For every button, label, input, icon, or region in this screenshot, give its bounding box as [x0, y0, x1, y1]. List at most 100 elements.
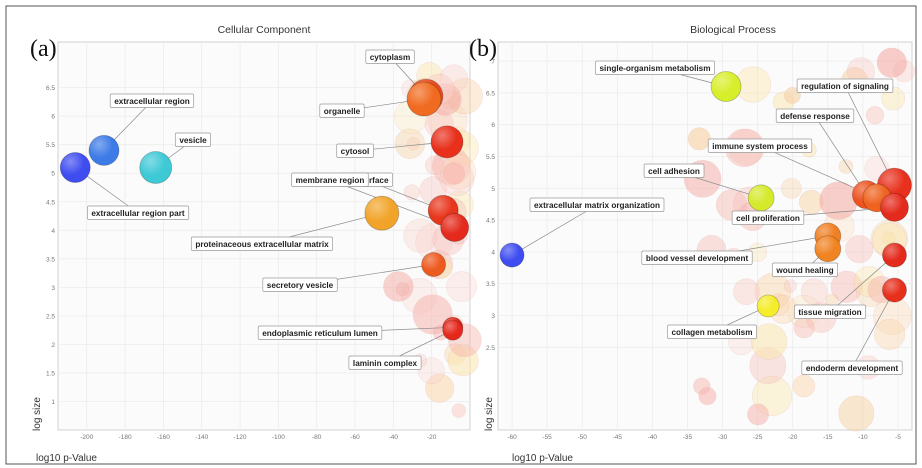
label-organelle: organelle — [319, 103, 365, 118]
panel-b-x-tick-label: -55 — [542, 434, 552, 441]
panel-b-background-bubble — [792, 374, 816, 398]
panel-b: single-organism metabolism regulation of … — [469, 24, 916, 464]
panel-a-x-tick-label: -80 — [312, 434, 322, 441]
svg-text:cytoplasm: cytoplasm — [370, 53, 411, 62]
svg-text:tissue migration: tissue migration — [798, 308, 861, 317]
panel-b-x-tick-label: -20 — [788, 434, 798, 441]
label-blood-vessel-development: blood vessel development — [641, 250, 753, 265]
panel-a-background-bubble — [451, 403, 467, 418]
svg-text:extracellular region: extracellular region — [114, 97, 190, 106]
panel-a-y-tick-label: 3.5 — [46, 256, 55, 263]
panel-b-y-tick-label: 6 — [491, 122, 495, 129]
leader-extracellular-matrix-organization — [511, 204, 598, 256]
panel-b-x-tick-label: -35 — [683, 434, 693, 441]
panel-a-labeled-points — [59, 78, 470, 341]
panel-a-x-tick-label: -140 — [195, 434, 208, 441]
svg-text:endoplasmic reticulum lumen: endoplasmic reticulum lumen — [262, 329, 378, 338]
point-cell-proliferation — [880, 192, 909, 222]
panel-b-background-bubble — [698, 387, 717, 406]
panel-a-y-tick-label: 1 — [51, 399, 55, 406]
panel-b-background-bubble — [845, 235, 874, 264]
point-wound-healing — [814, 235, 842, 263]
point-cell-adhesion — [747, 184, 775, 212]
label-proteinaceous-extracellular-matrix: proteinaceous extracellular matrix — [190, 236, 333, 251]
point-cytosol — [430, 125, 464, 159]
svg-text:extracellular region part: extracellular region part — [91, 209, 185, 218]
point-laminin-complex — [442, 319, 464, 341]
label-extracellular-region: extracellular region — [109, 93, 195, 108]
panel-b-x-tick-label: -25 — [753, 434, 763, 441]
panel-a-point-labels: extracellular region part extracellular r… — [87, 49, 422, 370]
panel-a-y-axis-label: log size — [32, 397, 43, 431]
panel-b-labeled-points — [499, 71, 912, 318]
panel-b-x-tick-label: -45 — [613, 434, 623, 441]
svg-text:single-organism metabolism: single-organism metabolism — [599, 64, 710, 73]
label-laminin-complex: laminin complex — [348, 355, 422, 370]
panel-a-y-tick-label: 6 — [51, 114, 55, 121]
panel-b-grid — [498, 42, 912, 430]
label-endoplasmic-reticulum-lumen: endoplasmic reticulum lumen — [257, 325, 383, 340]
point-tissue-migration — [882, 242, 907, 268]
label-membrane-region: membrane region — [291, 172, 369, 187]
panel-a-y-tick-label: 5 — [51, 171, 55, 178]
panel-b-x-tick-label: -40 — [648, 434, 658, 441]
label-endoderm-development: endoderm development — [801, 360, 903, 375]
panel-a-background-bubble — [417, 357, 445, 385]
point-extracellular-matrix-organization — [499, 242, 525, 268]
svg-text:cell adhesion: cell adhesion — [648, 167, 700, 176]
panel-b-background-bubble — [784, 87, 801, 104]
svg-text:membrane region: membrane region — [296, 176, 365, 185]
svg-text:immune system process: immune system process — [712, 142, 808, 151]
panel-b-background-bubble — [838, 395, 875, 432]
panel-b-background-bubble — [800, 278, 828, 305]
panel-a-x-tick-label: -160 — [157, 434, 170, 441]
panel-b-background-bubble — [783, 279, 797, 293]
label-extracellular-region-part: extracellular region part — [87, 205, 190, 220]
panel-b-y-tick-label: 6.5 — [486, 90, 495, 97]
panel-b-x-tick-label: -30 — [718, 434, 728, 441]
label-tissue-migration: tissue migration — [794, 304, 867, 319]
svg-text:collagen metabolism: collagen metabolism — [672, 328, 753, 337]
label-secretory-vesicle: secretory vesicle — [262, 277, 338, 292]
panel-a-background-bubble — [446, 271, 478, 303]
svg-text:vesicle: vesicle — [179, 136, 207, 145]
panel-a-y-tick-label: 5.5 — [46, 142, 55, 149]
point-vesicle — [139, 151, 173, 184]
panel-a-background-bubble — [394, 128, 426, 159]
panel-a-x-tick-label: -40 — [389, 434, 399, 441]
panel-a-tick-labels: -200 -180 -160 -140 -120 -100 -80 -60 -40 -20 1 1.5… — [46, 85, 437, 441]
panel-b-background-bubble — [830, 270, 863, 303]
panel-b-y-tick-label: 3 — [491, 313, 495, 320]
panel-b-background-bubble — [793, 317, 815, 339]
panel-a: extracellular region part extracellular r… — [30, 24, 483, 464]
panel-a-y-tick-label: 4.5 — [46, 199, 55, 206]
panel-a-background-bubble — [425, 373, 455, 403]
panel-b-x-tick-label: -15 — [823, 434, 833, 441]
panel-a-x-tick-label: -20 — [427, 434, 437, 441]
panel-b-background-bubble — [747, 403, 769, 426]
svg-text:blood vessel development: blood vessel development — [646, 254, 749, 263]
label-regulation-of-signaling: regulation of signaling — [796, 78, 894, 93]
svg-text:defense response: defense response — [780, 112, 850, 121]
panel-a-letter: (a) — [30, 36, 57, 62]
panel-a-background-bubble — [447, 345, 479, 377]
panel-a-x-axis-label: log10 p-Value — [36, 453, 97, 464]
panel-a-x-tick-label: -60 — [350, 434, 360, 441]
panel-a-y-tick-label: 2.5 — [46, 313, 55, 320]
point-organelle — [406, 81, 442, 117]
label-immune-system-process: immune system process — [707, 138, 813, 153]
label-collagen-metabolism: collagen metabolism — [667, 324, 757, 339]
point-collagen-metabolism — [756, 294, 780, 318]
panel-b-background-bubble — [865, 106, 885, 125]
point-endoderm-development — [882, 277, 907, 303]
panel-b-y-tick-label: 4.5 — [486, 218, 495, 225]
point-single-organism-metabolism — [710, 71, 742, 102]
panel-a-background-bubble — [406, 136, 421, 151]
figure-border — [5, 5, 917, 465]
panel-a-x-tick-label: -100 — [272, 434, 285, 441]
svg-text:organelle: organelle — [324, 107, 361, 116]
svg-text:cell proliferation: cell proliferation — [736, 214, 800, 223]
panel-b-x-tick-label: -60 — [507, 434, 517, 441]
panel-b-background-bubble — [750, 323, 788, 360]
